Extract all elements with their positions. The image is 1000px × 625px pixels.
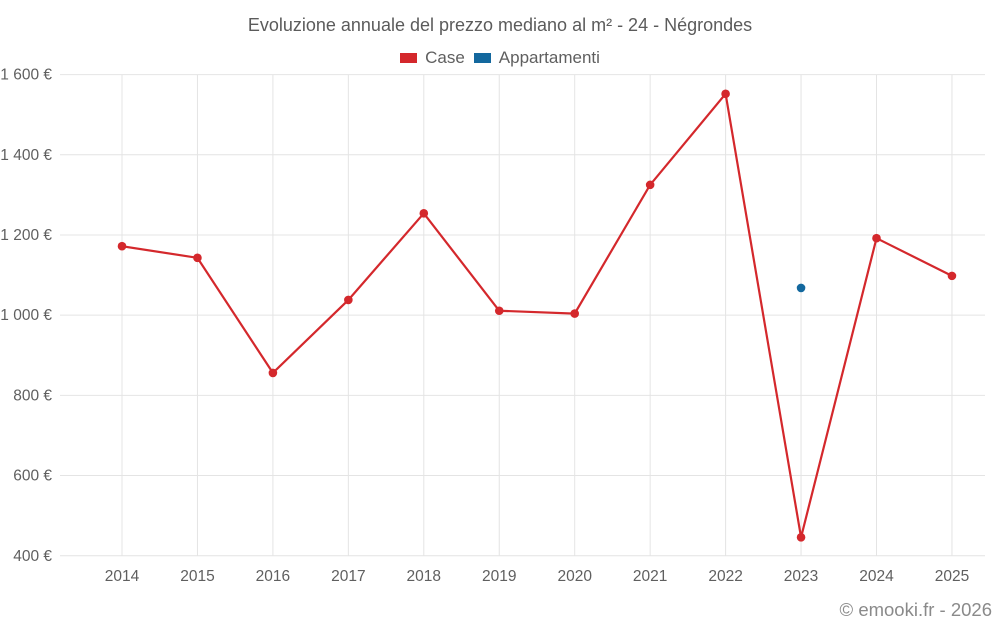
svg-text:2018: 2018: [407, 568, 441, 585]
svg-text:1 000 €: 1 000 €: [0, 307, 52, 324]
svg-text:800 €: 800 €: [13, 387, 52, 404]
svg-text:1 600 €: 1 600 €: [0, 67, 52, 84]
svg-text:1 200 €: 1 200 €: [0, 227, 52, 244]
svg-text:2025: 2025: [935, 568, 969, 585]
svg-text:2022: 2022: [708, 568, 742, 585]
svg-text:2023: 2023: [784, 568, 818, 585]
svg-text:2016: 2016: [256, 568, 290, 585]
svg-text:2020: 2020: [557, 568, 592, 585]
svg-text:2024: 2024: [859, 568, 894, 585]
svg-text:2014: 2014: [105, 568, 140, 585]
svg-text:400 €: 400 €: [13, 548, 52, 565]
svg-text:1 400 €: 1 400 €: [0, 147, 52, 164]
svg-text:2017: 2017: [331, 568, 365, 585]
svg-text:2021: 2021: [633, 568, 667, 585]
svg-text:600 €: 600 €: [13, 468, 52, 485]
svg-text:2019: 2019: [482, 568, 516, 585]
svg-text:2015: 2015: [180, 568, 214, 585]
